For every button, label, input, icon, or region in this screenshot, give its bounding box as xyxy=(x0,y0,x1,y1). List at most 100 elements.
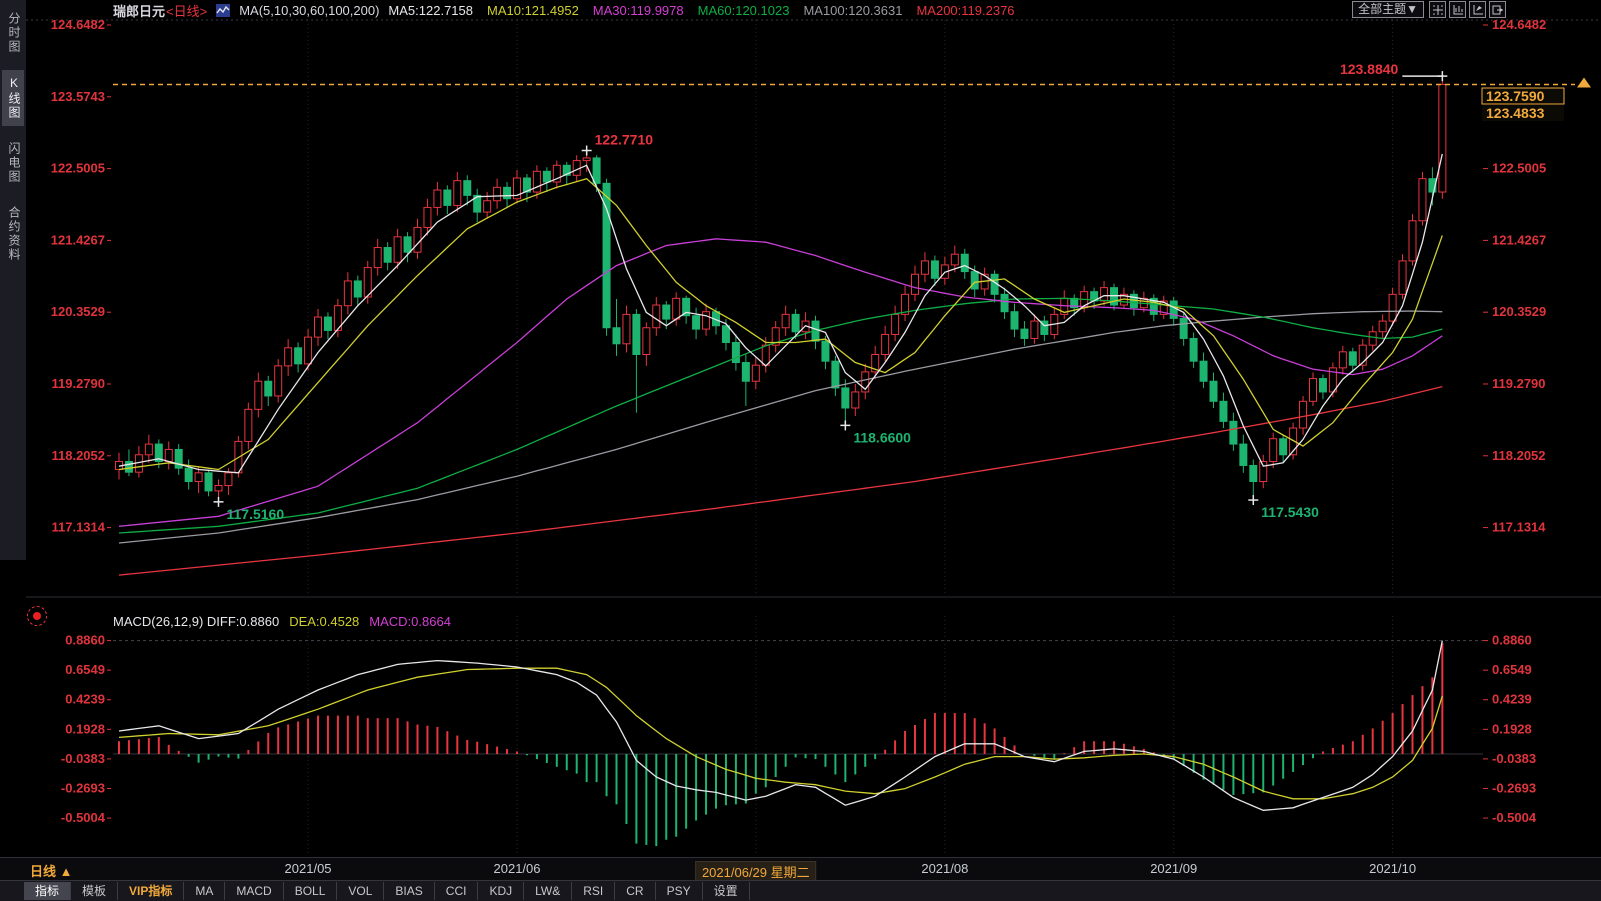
svg-text:121.4267: 121.4267 xyxy=(51,232,105,247)
svg-text:0.1928: 0.1928 xyxy=(65,721,105,736)
tab-rsi[interactable]: RSI xyxy=(572,882,616,900)
svg-text:120.3529: 120.3529 xyxy=(51,304,105,319)
kline-icon xyxy=(216,3,231,17)
period-tag: <日线> xyxy=(166,3,208,19)
tab-cr[interactable]: CR xyxy=(615,882,656,900)
x-axis-row: 日线 ▲ 2021/05 2021/06 2021/06/29 星期二 2021/08… xyxy=(0,857,1601,882)
sidebar-item-contract-info[interactable]: 合约资料 xyxy=(7,206,21,262)
secondary-price-box: 123.4833 xyxy=(1486,105,1545,121)
svg-text:0.4239: 0.4239 xyxy=(1492,692,1532,707)
tab-kdj[interactable]: KDJ xyxy=(478,882,525,900)
tab-template[interactable]: 模板 xyxy=(71,882,119,900)
x-axis-label: 2021/05 xyxy=(284,861,332,876)
svg-text:119.2790: 119.2790 xyxy=(1492,376,1546,391)
current-price-line xyxy=(113,77,1591,88)
sidebar-item-flash-chart[interactable]: 闪电图 xyxy=(7,142,21,184)
x-axis-label: 2021/10 xyxy=(1369,861,1417,876)
tab-macd[interactable]: MACD xyxy=(225,882,284,900)
svg-text:117.1314: 117.1314 xyxy=(51,520,105,535)
svg-text:123.8840: 123.8840 xyxy=(1340,61,1399,77)
indicator-sun-icon xyxy=(27,606,47,626)
svg-text:118.2052: 118.2052 xyxy=(1492,448,1546,463)
tab-psy[interactable]: PSY xyxy=(656,882,703,900)
x-axis-label: 2021/08 xyxy=(921,861,969,876)
chart-header: 瑞郎日元 <日线> MA(5,10,30,60,100,200) MA5:122.… xyxy=(113,0,1015,20)
period-selector[interactable]: 日线 ▲ xyxy=(30,864,73,879)
sidebar-item-kline-chart[interactable]: K线图 xyxy=(2,70,24,126)
tab-vip-indicator[interactable]: VIP指标 xyxy=(118,882,185,900)
svg-text:-0.5004: -0.5004 xyxy=(1492,810,1537,825)
price-annotations xyxy=(213,71,1448,507)
export-chart-icon[interactable] xyxy=(1489,1,1506,18)
tab-vol[interactable]: VOL xyxy=(337,882,385,900)
svg-text:118.2052: 118.2052 xyxy=(51,448,105,463)
svg-text:0.8860: 0.8860 xyxy=(65,633,105,648)
macd-params-diff: MACD(26,12,9) DIFF:0.8860 xyxy=(113,613,280,629)
arrow-chart-icon[interactable] xyxy=(1469,1,1486,18)
svg-text:0.8860: 0.8860 xyxy=(1492,633,1532,648)
axis-chart-icon[interactable] xyxy=(1449,1,1466,18)
svg-text:-0.0383: -0.0383 xyxy=(61,751,105,766)
macd-lines xyxy=(118,640,1443,811)
svg-text:117.5160: 117.5160 xyxy=(227,506,285,522)
ma-value-1: MA10:121.4952 xyxy=(487,2,579,18)
ma-value-3: MA60:120.1023 xyxy=(697,2,790,18)
svg-text:-0.2693: -0.2693 xyxy=(61,780,105,795)
svg-text:123.5743: 123.5743 xyxy=(51,89,105,104)
tab-indicator[interactable]: 指标 xyxy=(24,882,72,900)
svg-text:-0.0383: -0.0383 xyxy=(1492,751,1536,766)
macd-dea-value: DEA:0.4528 xyxy=(289,613,360,629)
candles xyxy=(115,76,1447,502)
theme-dropdown-button[interactable]: 全部主题▼ xyxy=(1352,1,1424,18)
crosshair-icon[interactable] xyxy=(1429,1,1446,18)
header-toolbar: 全部主题▼ xyxy=(1352,1,1506,18)
ma-lines xyxy=(118,153,1443,576)
ma-value-5: MA200:119.2376 xyxy=(916,2,1015,18)
tool-icons xyxy=(1429,1,1506,18)
svg-text:-0.5004: -0.5004 xyxy=(61,810,106,825)
tab-boll[interactable]: BOLL xyxy=(284,882,338,900)
x-axis-label: 2021/09 xyxy=(1150,861,1198,876)
ma-group-label: MA(5,10,30,60,100,200) xyxy=(239,2,380,18)
tab-settings[interactable]: 设置 xyxy=(703,882,750,900)
tab-lw[interactable]: LW& xyxy=(524,882,573,900)
macd-macd-value: MACD:0.8664 xyxy=(369,613,451,629)
latest-price-box: 123.7590 xyxy=(1486,88,1545,104)
symbol-title: 瑞郎日元 xyxy=(113,3,166,19)
chart-type-sidebar: 分时图 K线图闪电图合约资料 xyxy=(0,0,26,560)
svg-text:124.6482: 124.6482 xyxy=(51,17,105,32)
svg-text:122.7710: 122.7710 xyxy=(595,132,654,148)
svg-text:0.1928: 0.1928 xyxy=(1492,721,1532,736)
svg-text:0.6549: 0.6549 xyxy=(1492,662,1532,677)
ma-values: MA5:122.7158 MA10:121.4952 MA30:119.9978 MA… xyxy=(388,3,1014,18)
y-axis-labels: 124.6482124.6482123.5743123.5743122.5005… xyxy=(51,17,1547,825)
indicator-tab-bar: 指标 模板 VIP指标 MA MACD BOLL VOL BIAS CCI KDJ LW& RSI CR… xyxy=(0,880,1601,901)
svg-text:0.6549: 0.6549 xyxy=(65,662,105,677)
svg-text:118.6600: 118.6600 xyxy=(853,429,911,445)
ma-value-2: MA30:119.9978 xyxy=(592,2,684,18)
x-axis-label: 2021/06 xyxy=(493,861,541,876)
svg-text:119.2790: 119.2790 xyxy=(51,376,105,391)
gridlines xyxy=(26,19,1601,855)
svg-text:121.4267: 121.4267 xyxy=(1492,232,1546,247)
tab-bias[interactable]: BIAS xyxy=(384,882,435,900)
svg-text:0.4239: 0.4239 xyxy=(65,692,105,707)
ma-value-0: MA5:122.7158 xyxy=(388,2,473,18)
macd-histogram xyxy=(118,643,1444,847)
svg-text:117.1314: 117.1314 xyxy=(1492,520,1546,535)
tab-ma[interactable]: MA xyxy=(184,882,226,900)
chart-canvas[interactable]: 124.6482124.6482123.5743123.5743122.5005… xyxy=(0,0,1601,858)
svg-text:120.3529: 120.3529 xyxy=(1492,304,1546,319)
x-axis-label: 2021/06/29 星期二 xyxy=(694,861,817,882)
svg-text:122.5005: 122.5005 xyxy=(1492,161,1546,176)
tab-cci[interactable]: CCI xyxy=(435,882,479,900)
svg-text:-0.2693: -0.2693 xyxy=(1492,780,1536,795)
svg-text:122.5005: 122.5005 xyxy=(51,161,105,176)
sidebar-item-time-chart[interactable]: 分时图 xyxy=(7,12,21,54)
svg-text:117.5430: 117.5430 xyxy=(1261,504,1319,520)
svg-text:124.6482: 124.6482 xyxy=(1492,17,1546,32)
macd-indicator-header: MACD(26,12,9) DIFF:0.8860 DEA:0.4528 MAC… xyxy=(113,612,451,630)
ma-value-4: MA100:120.3631 xyxy=(803,2,903,18)
